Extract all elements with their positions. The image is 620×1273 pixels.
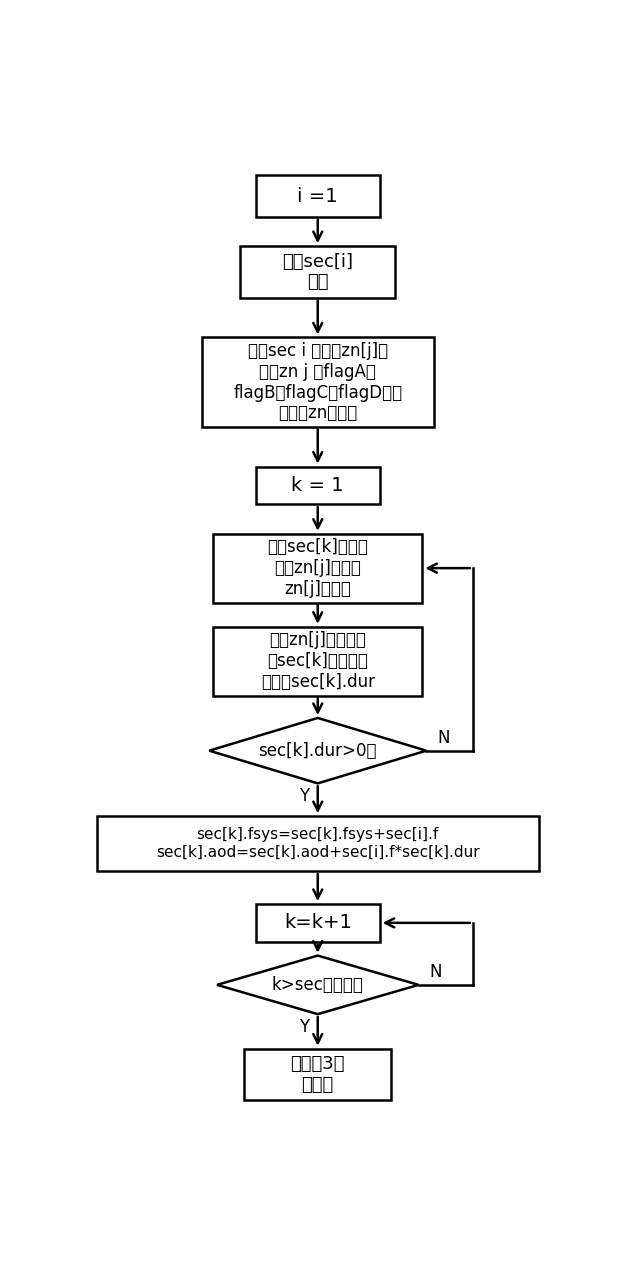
Bar [244,1049,391,1100]
Bar [213,533,422,602]
Bar [255,176,379,216]
Bar [255,904,379,942]
Text: 根据zn[j]的状态得
到sec[k]的新电持
续时间sec[k].dur: 根据zn[j]的状态得 到sec[k]的新电持 续时间sec[k].dur [261,631,374,691]
Bar [97,816,539,871]
Bar [255,466,379,504]
Text: i =1: i =1 [298,187,338,206]
Text: sec[k].dur>0？: sec[k].dur>0？ [259,742,377,760]
Text: sec[k].fsys=sec[k].fsys+sec[i].f
sec[k].aod=sec[k].aod+sec[i].f*sec[k].dur: sec[k].fsys=sec[k].fsys+sec[i].f sec[k].… [156,827,479,859]
Text: k = 1: k = 1 [291,476,344,495]
Bar [213,626,422,695]
Text: N: N [429,964,442,981]
Bar [202,337,434,426]
Text: 进入图3所
示流程: 进入图3所 示流程 [291,1055,345,1094]
Text: 得到sec i 对应的zn[j]，
通过zn j 的flagA、
flagB、flagC、flagD判断
得到各zn的状态: 得到sec i 对应的zn[j]， 通过zn j 的flagA、 flagB、f… [233,342,402,423]
Bar [241,246,396,298]
Text: Y: Y [299,787,309,805]
Text: Y: Y [299,1017,309,1035]
Text: k=k+1: k=k+1 [284,913,352,932]
Text: N: N [437,729,450,747]
Polygon shape [210,718,427,783]
Text: k>sec的数目？: k>sec的数目？ [272,976,364,994]
Text: 得到sec[k]对应的
区域zn[j]，得到
zn[j]的状态: 得到sec[k]对应的 区域zn[j]，得到 zn[j]的状态 [267,538,368,598]
Text: 设定sec[i]
故障: 设定sec[i] 故障 [282,252,353,292]
Polygon shape [217,956,418,1015]
